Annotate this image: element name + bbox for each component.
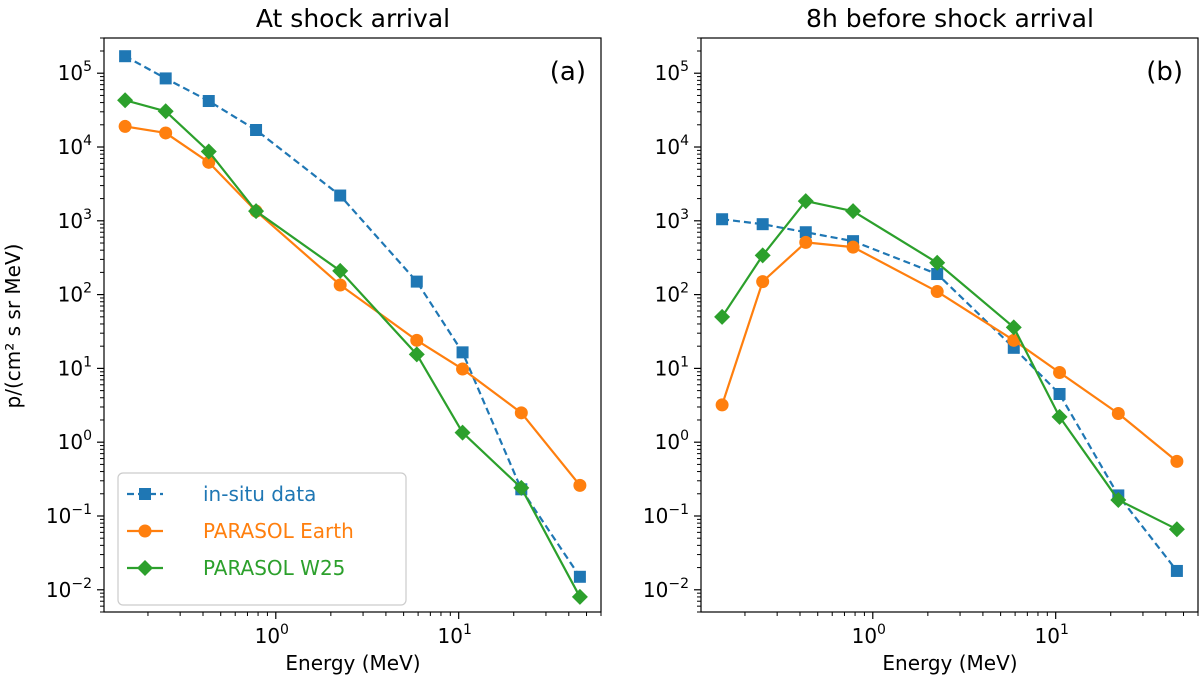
panel-b-point-parasol-w25 [1005, 319, 1022, 336]
panel-b-chart: 8h before shock arrival Energy (MeV) (b)… [643, 4, 1199, 675]
panel-a-y-tick-label: 100 [58, 428, 92, 454]
panel-b-y-tick-label: 103 [655, 207, 689, 233]
panel-b-point-in-situ-data [756, 218, 769, 231]
panel-b-point-parasol-w25 [797, 193, 814, 210]
panel-a-point-in-situ-data [159, 72, 172, 85]
panel-a-point-in-situ-data [202, 95, 215, 108]
panel-a-point-parasol-w25 [248, 203, 265, 220]
legend-item-parasol-earth: PARASOL Earth [127, 519, 354, 543]
panel-a-y-tick-label: 10−2 [46, 576, 92, 602]
panel-b-point-parasol-earth [799, 235, 813, 249]
panel-a-point-parasol-w25 [200, 143, 217, 160]
panel-a-series-in-situ-data [119, 50, 586, 583]
panel-b-point-parasol-earth [1007, 333, 1021, 347]
panel-a-point-parasol-w25 [408, 346, 425, 363]
panel-a-series-parasol-w25 [117, 92, 588, 605]
panel-b-y-tick-label: 100 [655, 428, 689, 454]
panel-b-x-axis-label: Energy (MeV) [882, 651, 1017, 675]
panel-a-point-parasol-earth [410, 333, 424, 347]
legend-label-in-situ-data: in-situ data [203, 482, 316, 506]
legend: in-situ data PARASOL Earth PARASOL W25 [117, 472, 407, 606]
panel-a-point-in-situ-data [410, 275, 423, 288]
panel-b-y-tick-label: 104 [655, 133, 689, 159]
panel-b-point-parasol-w25 [1168, 521, 1185, 538]
panel-a-x-tick-label: 100 [255, 622, 289, 648]
panel-a-y-tick-label: 105 [58, 59, 92, 85]
panel-b-x-tick-label: 100 [852, 622, 886, 648]
panel-b-y-tick-label: 10−1 [643, 502, 689, 528]
panel-a-series-parasol-earth [118, 119, 587, 492]
panel-a-tag: (a) [550, 57, 586, 87]
legend-box [117, 472, 407, 606]
panel-b-point-in-situ-data [1170, 564, 1183, 577]
panel-a-point-in-situ-data [334, 189, 347, 202]
panel-a-point-in-situ-data [250, 124, 263, 136]
panel-b-point-parasol-w25 [1110, 491, 1127, 508]
panel-b-point-in-situ-data [799, 226, 812, 239]
panel-a-point-in-situ-data [456, 346, 469, 359]
panel-a-y-tick-label: 102 [58, 281, 92, 307]
panel-a-y-tick-label: 10−1 [46, 502, 92, 528]
panel-a-point-parasol-earth [514, 406, 528, 420]
panel-a-x-tick-label: 101 [437, 622, 471, 648]
panel-a-point-in-situ-data [573, 570, 586, 583]
panel-a-point-parasol-w25 [571, 588, 588, 605]
panel-b-y-tick-label: 105 [655, 59, 689, 85]
panel-b-series-in-situ-data [716, 213, 1183, 577]
panel-b-point-in-situ-data [716, 213, 729, 226]
legend-item-parasol-w25: PARASOL W25 [127, 556, 345, 580]
panel-a-point-parasol-earth [333, 278, 347, 292]
panel-a-point-parasol-earth [202, 155, 216, 169]
panel-b-point-parasol-earth [1111, 406, 1125, 420]
panel-b-point-in-situ-data [1053, 387, 1066, 400]
panel-a-plot-frame [103, 37, 602, 613]
panel-b-point-parasol-earth [1053, 365, 1067, 379]
panel-a-point-parasol-w25 [332, 262, 349, 279]
panel-a-point-parasol-earth [159, 126, 173, 140]
panel-a-y-tick-label: 103 [58, 207, 92, 233]
panel-b-plot-frame [700, 37, 1199, 613]
panel-a-point-parasol-earth [456, 362, 470, 376]
panel-a-point-parasol-w25 [157, 103, 174, 120]
panel-a-point-parasol-earth [118, 119, 132, 133]
panel-b-point-parasol-earth [930, 285, 944, 299]
legend-diamond-marker [137, 560, 153, 576]
panel-b-point-parasol-w25 [714, 308, 731, 325]
panel-a-point-in-situ-data [119, 50, 132, 63]
panel-b-point-parasol-w25 [754, 247, 771, 264]
panel-b-point-parasol-earth [756, 275, 770, 289]
panel-a-point-parasol-w25 [513, 479, 530, 496]
panel-b-point-parasol-earth [846, 240, 860, 254]
panel-b-series-parasol-w25 [714, 193, 1185, 538]
legend-label-parasol-earth: PARASOL Earth [203, 519, 354, 543]
panel-b-point-in-situ-data [931, 268, 944, 281]
panel-a-point-parasol-w25 [117, 92, 134, 109]
panel-b-y-tick-label: 10−2 [643, 576, 689, 602]
panel-a-y-tick-label: 104 [58, 133, 92, 159]
panel-b-series-parasol-earth [715, 235, 1184, 468]
legend-label-parasol-w25: PARASOL W25 [203, 556, 345, 580]
panel-b-point-parasol-earth [1170, 454, 1184, 468]
panel-a-title: At shock arrival [256, 4, 450, 33]
panel-a-point-parasol-earth [573, 478, 587, 492]
panel-b-point-parasol-earth [715, 398, 729, 412]
panel-b-point-parasol-w25 [845, 203, 862, 220]
panel-b-title: 8h before shock arrival [806, 4, 1094, 33]
panel-b-y-tick-label: 102 [655, 281, 689, 307]
panel-a-point-parasol-w25 [454, 424, 471, 441]
legend-square-marker [139, 488, 151, 500]
panel-a-x-axis-label: Energy (MeV) [285, 651, 420, 675]
panel-b-x-tick-label: 101 [1034, 622, 1068, 648]
panel-b-y-tick-label: 101 [655, 354, 689, 380]
panel-a-y-tick-label: 101 [58, 354, 92, 380]
panel-b-point-parasol-w25 [929, 254, 946, 271]
panel-b-point-parasol-w25 [1051, 408, 1068, 425]
panel-a-chart: At shock arrival p/(cm² s sr MeV) Energy… [1, 4, 602, 675]
legend-item-in-situ-data: in-situ data [127, 482, 316, 506]
legend-circle-marker [138, 524, 152, 538]
panel-b-tag: (b) [1146, 57, 1183, 87]
panel-a-y-axis-label: p/(cm² s sr MeV) [1, 244, 25, 409]
